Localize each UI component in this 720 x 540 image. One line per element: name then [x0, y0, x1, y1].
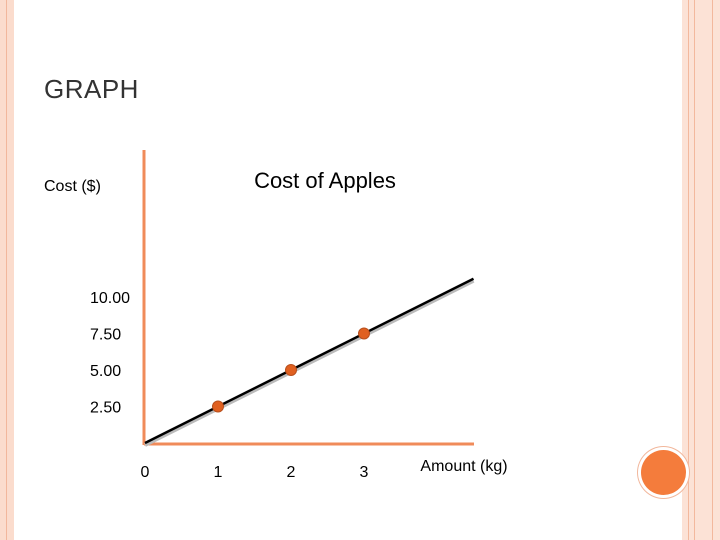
data-point — [285, 364, 297, 376]
slide-title: GRAPH — [44, 74, 139, 104]
decorative-orange-circle — [641, 450, 686, 495]
chart-title: Cost of Apples — [254, 168, 396, 193]
trend-line-shadow — [144, 278, 475, 447]
left-decorative-border — [0, 0, 14, 540]
trend-line — [144, 277, 475, 445]
y-tick-label: 10.00 — [90, 290, 130, 307]
x-tick-label: 2 — [287, 464, 296, 481]
y-tick-label: 5.00 — [90, 363, 121, 380]
y-tick-label: 7.50 — [90, 327, 121, 344]
right-decorative-border — [682, 0, 720, 540]
data-point — [212, 400, 224, 413]
y-axis-label: Cost ($) — [44, 178, 101, 195]
x-axis-label: Amount (kg) — [420, 458, 507, 475]
data-point — [358, 327, 370, 340]
x-tick-label: 3 — [360, 464, 369, 481]
y-tick-label: 2.50 — [90, 400, 121, 417]
x-tick-label: 0 — [141, 464, 150, 481]
x-tick-label: 1 — [214, 464, 223, 481]
